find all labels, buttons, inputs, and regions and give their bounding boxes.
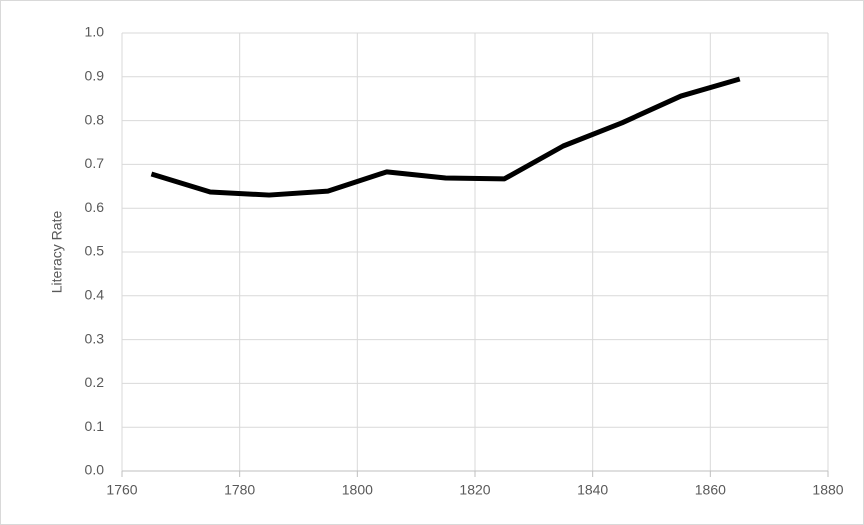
y-tick-label: 0.6 [85,199,105,215]
y-tick-label: 0.7 [85,155,105,171]
x-tick-label: 1800 [342,482,373,498]
y-tick-label: 0.3 [85,330,105,346]
y-tick-label: 0.0 [85,462,105,478]
y-tick-label: 0.5 [85,243,105,259]
y-tick-label: 0.1 [85,418,105,434]
x-tick-label: 1840 [577,482,608,498]
y-tick-label: 0.8 [85,111,105,127]
data-line [150,76,741,198]
y-tick-label: 0.2 [85,374,105,390]
y-tick-label: 1.0 [85,24,105,40]
x-tick-label: 1820 [459,482,490,498]
x-tick-label: 1780 [224,482,255,498]
y-tick-label: 0.4 [85,287,105,303]
x-tick-label: 1880 [812,482,843,498]
y-tick-label: 0.9 [85,68,105,84]
x-tick-label: 1760 [106,482,137,498]
x-tick-label: 1860 [695,482,726,498]
y-axis-label: Literacy Rate [49,211,65,294]
